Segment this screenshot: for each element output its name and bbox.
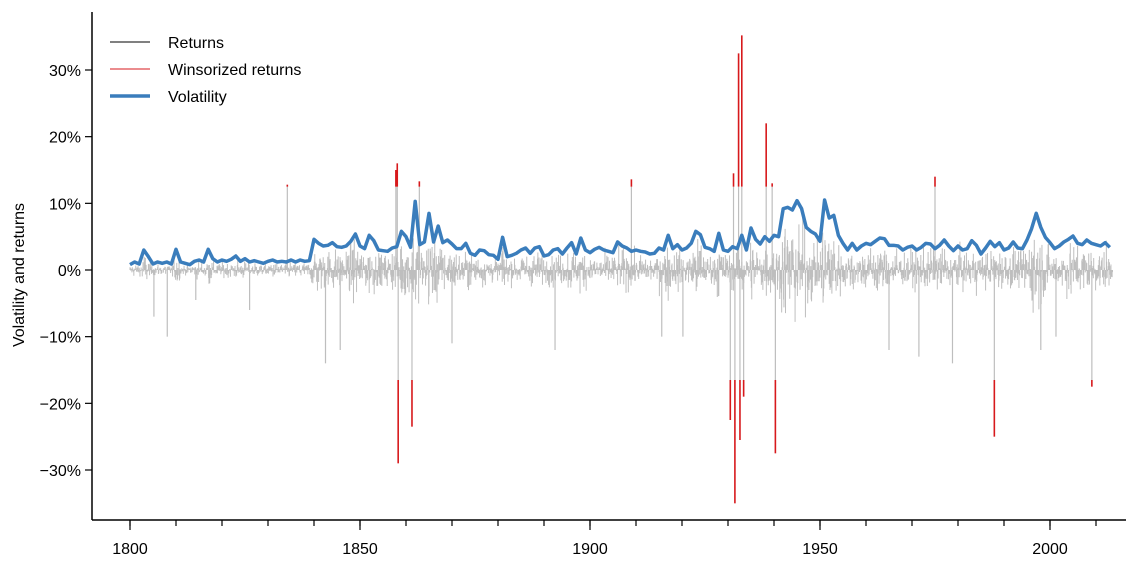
legend-label: Volatility [168, 89, 227, 106]
y-tick-label: 30% [49, 63, 81, 80]
x-tick-label: 1850 [342, 541, 378, 558]
x-tick-label: 1900 [572, 541, 608, 558]
x-tick-label: 1950 [802, 541, 838, 558]
axes: −30% −20% −10% 0% 10% 20% 30% 1800 1850 1900 1950 2… [40, 12, 1126, 558]
returns-noise [129, 212, 1113, 322]
legend: Returns Winsorized returns Volatility [110, 35, 301, 106]
returns-series [129, 186, 1113, 380]
legend-label: Returns [168, 35, 224, 52]
volatility-series [129, 198, 1112, 267]
y-axis-title: Volatility and returns [11, 203, 28, 347]
y-tick-label: −30% [40, 463, 81, 480]
y-tick-label: 10% [49, 196, 81, 213]
y-tick-label: −10% [40, 330, 81, 347]
legend-label: Winsorized returns [168, 62, 301, 79]
winsorized-returns-series [286, 35, 1093, 504]
y-tick-label: −20% [40, 396, 81, 413]
x-tick-label: 2000 [1032, 541, 1068, 558]
x-tick-label: 1800 [112, 541, 148, 558]
y-tick-label: 20% [49, 130, 81, 147]
volatility-line [129, 198, 1112, 267]
y-tick-label: 0% [58, 263, 81, 280]
